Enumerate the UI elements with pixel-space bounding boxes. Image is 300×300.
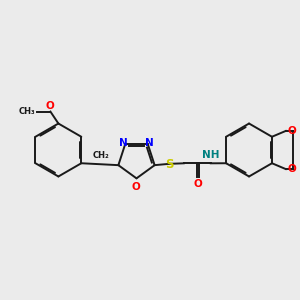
Text: O: O bbox=[46, 100, 54, 110]
Text: N: N bbox=[146, 138, 154, 148]
Text: CH₃: CH₃ bbox=[19, 107, 35, 116]
Text: O: O bbox=[132, 182, 140, 191]
Text: NH: NH bbox=[202, 150, 220, 160]
Text: CH₂: CH₂ bbox=[93, 151, 110, 160]
Text: O: O bbox=[287, 126, 296, 136]
Text: O: O bbox=[287, 164, 296, 174]
Text: O: O bbox=[194, 179, 202, 189]
Text: N: N bbox=[119, 138, 128, 148]
Text: S: S bbox=[165, 158, 173, 171]
